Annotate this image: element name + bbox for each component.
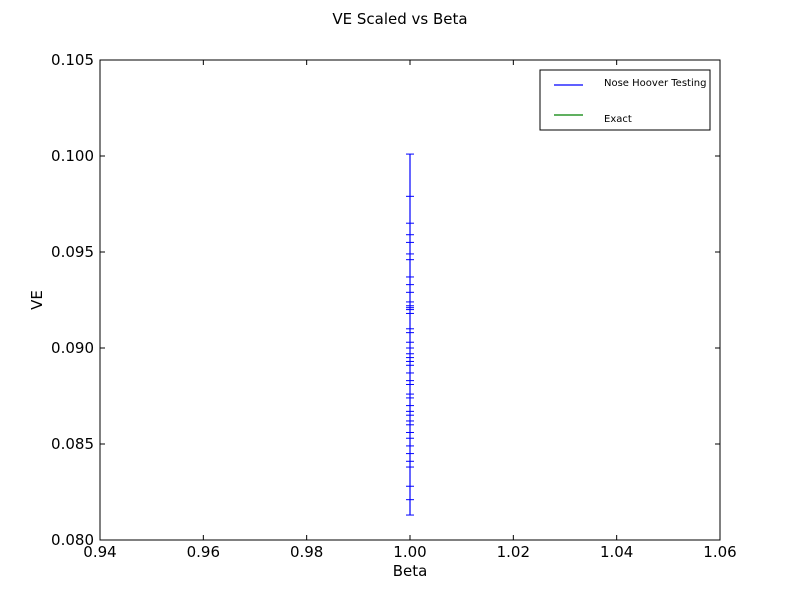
x-tick-label-5: 1.04 (600, 543, 633, 561)
x-tick-label-2: 0.98 (290, 543, 323, 561)
legend-box (539, 69, 711, 131)
y-axis-label: VE (28, 290, 46, 310)
x-tick-label-1: 0.96 (187, 543, 220, 561)
x-axis-label: Beta (393, 562, 428, 580)
y-tick-label-0: 0.080 (51, 531, 94, 549)
series-layer (406, 153, 414, 516)
y-tick-label-2: 0.090 (51, 339, 94, 357)
y-tick-label-5: 0.105 (51, 51, 94, 69)
y-tick-label-3: 0.095 (51, 243, 94, 261)
ticks-layer: 0.94 0.96 0.98 1.00 1.02 1.04 1.06 0.080 0.085 0.… (51, 51, 737, 561)
legend-label-exact: Exact (604, 114, 632, 125)
y-tick-label-1: 0.085 (51, 435, 94, 453)
x-tick-label-0: 0.94 (83, 543, 116, 561)
x-tick-label-4: 1.02 (497, 543, 530, 561)
y-tick-label-4: 0.100 (51, 147, 94, 165)
legend: Nose Hoover Testing Exact (539, 69, 711, 131)
x-tick-label-6: 1.06 (703, 543, 736, 561)
legend-label-nose-hoover: Nose Hoover Testing (604, 78, 706, 89)
chart-title: VE Scaled vs Beta (332, 10, 467, 28)
x-tick-label-3: 1.00 (393, 543, 426, 561)
